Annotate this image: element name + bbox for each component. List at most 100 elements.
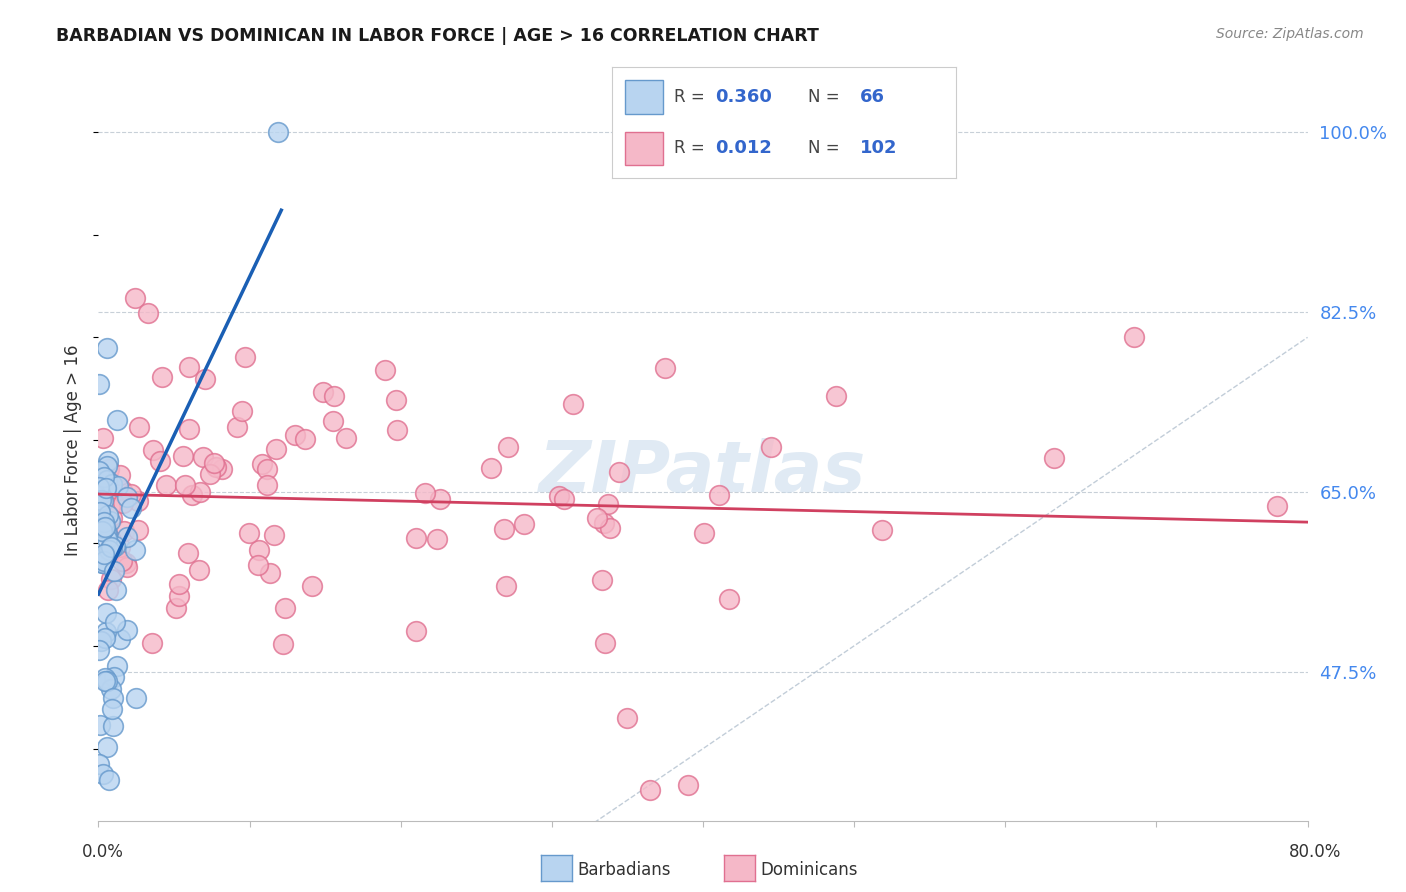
Bar	[626, 80, 664, 114]
Text: ZIPatlas: ZIPatlas	[540, 438, 866, 508]
Point	[385, 392, 408, 407]
Point	[638, 782, 661, 797]
Point	[676, 778, 699, 792]
Point	[93, 554, 115, 568]
Point	[110, 632, 132, 647]
Point	[193, 450, 215, 464]
Point	[548, 489, 571, 503]
Point	[89, 643, 111, 657]
Point	[94, 674, 117, 689]
Point	[117, 490, 139, 504]
Point	[108, 467, 131, 482]
Text: BARBADIAN VS DOMINICAN IN LABOR FORCE | AGE > 16 CORRELATION CHART: BARBADIAN VS DOMINICAN IN LABOR FORCE | …	[56, 27, 820, 45]
Point	[479, 461, 502, 475]
Y-axis label: In Labor Force | Age > 16: In Labor Force | Age > 16	[65, 344, 83, 557]
Point	[238, 525, 260, 540]
Point	[91, 524, 114, 539]
Point	[96, 526, 118, 541]
Point	[259, 566, 281, 580]
Point	[90, 634, 112, 648]
Point	[284, 428, 307, 442]
Point	[205, 460, 228, 475]
Point	[115, 556, 138, 570]
Point	[1043, 450, 1066, 465]
Point	[593, 636, 616, 650]
Point	[94, 520, 117, 534]
Point	[101, 511, 124, 525]
Point	[150, 370, 173, 384]
Point	[1267, 499, 1289, 513]
Point	[616, 711, 638, 725]
Point	[200, 467, 222, 481]
Point	[233, 350, 256, 364]
Point	[100, 572, 122, 586]
Point	[591, 573, 613, 587]
Point	[335, 431, 357, 445]
Point	[609, 465, 631, 479]
Point	[103, 565, 125, 579]
Point	[429, 492, 451, 507]
Text: Dominicans: Dominicans	[761, 861, 858, 879]
Point	[120, 487, 142, 501]
Point	[98, 462, 121, 476]
Point	[294, 432, 316, 446]
Point	[111, 554, 134, 568]
Point	[173, 477, 195, 491]
Point	[707, 488, 730, 502]
Text: 102: 102	[859, 139, 897, 157]
Point	[271, 637, 294, 651]
Point	[165, 600, 187, 615]
Point	[194, 371, 217, 385]
Point	[125, 691, 148, 706]
Text: Source: ZipAtlas.com: Source: ZipAtlas.com	[1216, 27, 1364, 41]
Point	[101, 482, 124, 496]
Point	[312, 384, 335, 399]
Point	[94, 671, 117, 685]
Point	[870, 523, 893, 537]
Point	[246, 558, 269, 572]
Point	[91, 556, 114, 570]
Point	[97, 543, 120, 558]
Point	[322, 414, 344, 428]
Point	[264, 442, 287, 457]
Point	[188, 562, 211, 576]
Point	[90, 521, 112, 535]
Point	[759, 440, 782, 454]
Point	[89, 757, 111, 772]
Point	[105, 583, 128, 598]
Point	[112, 524, 135, 538]
Point	[98, 514, 121, 528]
Point	[177, 546, 200, 560]
Point	[97, 508, 120, 522]
Text: 0.012: 0.012	[716, 139, 772, 157]
Point	[91, 767, 114, 781]
Point	[100, 533, 122, 548]
Point	[592, 516, 614, 531]
Point	[693, 526, 716, 541]
Point	[96, 458, 118, 473]
Point	[142, 442, 165, 457]
Point	[115, 624, 138, 638]
Point	[263, 528, 285, 542]
Point	[91, 431, 114, 445]
Point	[274, 600, 297, 615]
Point	[93, 547, 115, 561]
Point	[101, 719, 124, 733]
Point	[177, 359, 200, 374]
Point	[98, 500, 121, 514]
Point	[1122, 330, 1144, 344]
Point	[127, 524, 149, 538]
Point	[172, 449, 194, 463]
Point	[596, 498, 619, 512]
Point	[124, 543, 146, 558]
Point	[96, 473, 118, 487]
Point	[100, 682, 122, 697]
Point	[98, 772, 121, 787]
Text: Barbadians: Barbadians	[578, 861, 672, 879]
Point	[90, 492, 112, 507]
Point	[94, 526, 117, 541]
Point	[89, 513, 111, 527]
Point	[496, 440, 519, 454]
Point	[97, 454, 120, 468]
Point	[202, 457, 225, 471]
